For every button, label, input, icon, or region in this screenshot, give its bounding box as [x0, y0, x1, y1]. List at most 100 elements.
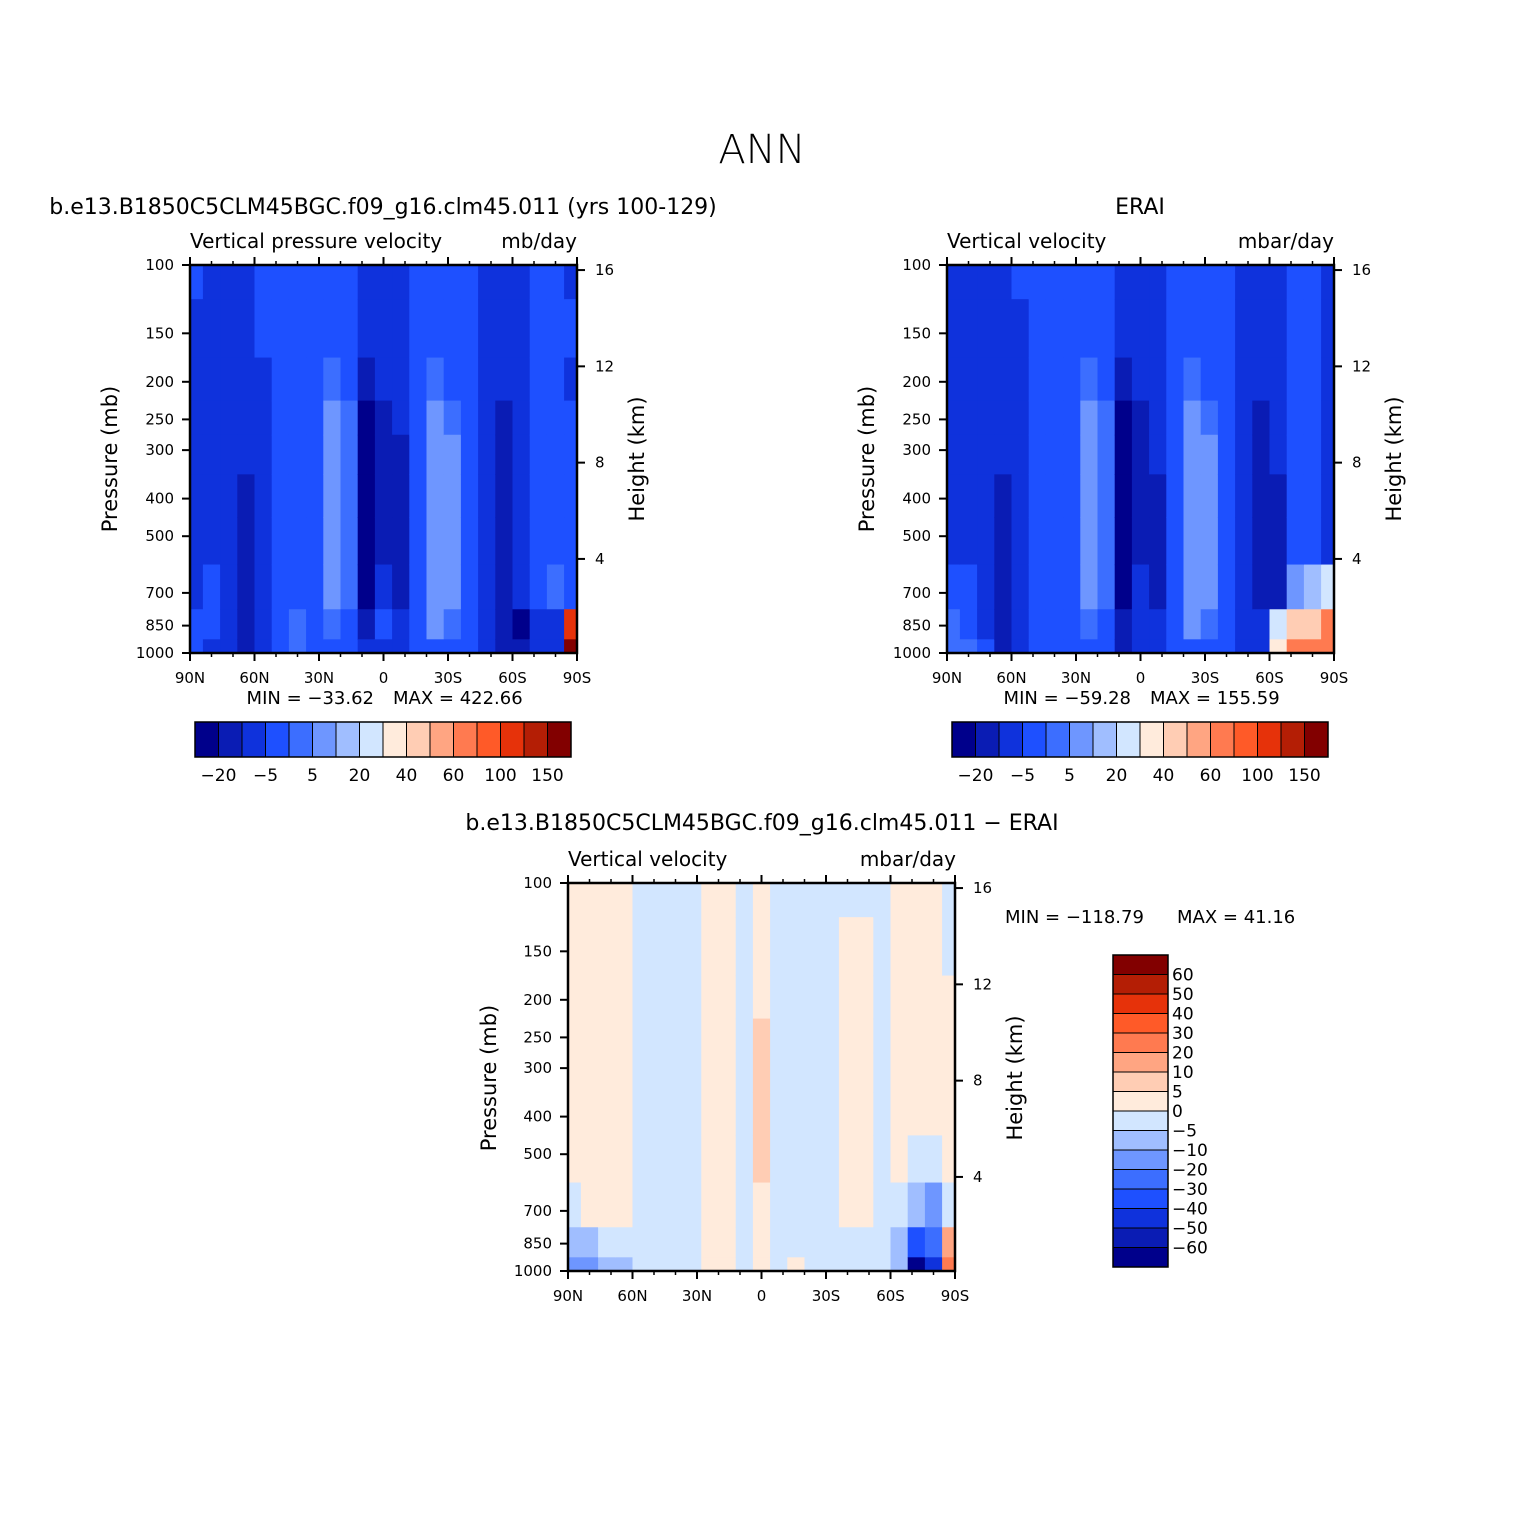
heatmap-cell	[409, 434, 428, 475]
colorbar-swatch	[1210, 721, 1235, 758]
heatmap-cell	[237, 265, 256, 300]
heatmap-cell	[1045, 400, 1064, 436]
heatmap-cell	[752, 975, 771, 1020]
heatmap-cell	[495, 434, 514, 475]
heatmap-cell	[959, 639, 978, 654]
y-tick-label: 150	[145, 324, 174, 342]
heatmap-cell	[1097, 564, 1116, 610]
heatmap-cell	[1045, 517, 1064, 566]
heatmap-cell	[873, 1227, 892, 1258]
heatmap-cell	[271, 265, 290, 300]
heatmap-cell	[735, 1052, 754, 1093]
colorbar-swatch	[1112, 974, 1169, 995]
heatmap-cell	[1028, 434, 1047, 475]
heatmap-cell	[190, 400, 204, 436]
heatmap-cell	[254, 400, 273, 436]
heatmap-cell	[443, 265, 462, 300]
heatmap-cell	[959, 434, 978, 475]
heatmap-cell	[392, 357, 410, 402]
heatmap-cell	[615, 1227, 634, 1258]
heatmap-cell	[890, 1227, 909, 1258]
max-label: MAX = 422.66	[393, 688, 523, 709]
heatmap-cell	[666, 1182, 685, 1228]
heatmap-cell	[568, 1018, 582, 1054]
colorbar-swatch	[1163, 721, 1188, 758]
heatmap-cell	[1011, 299, 1030, 359]
heatmap-cell	[443, 517, 462, 566]
y-tick-label: 250	[902, 410, 931, 428]
heatmap-cell	[568, 1182, 582, 1228]
heatmap-cell	[1166, 265, 1185, 300]
heatmap-cell	[409, 265, 428, 300]
heatmap-cell	[495, 564, 514, 610]
heatmap-cell	[478, 639, 496, 654]
heatmap-cell	[1131, 639, 1150, 654]
heatmap-cell	[994, 434, 1013, 475]
heatmap-cell	[856, 883, 874, 918]
heatmap-cell	[340, 400, 359, 436]
y-tick-label: 850	[145, 617, 174, 635]
heatmap-cell	[1200, 609, 1219, 640]
heatmap-cell	[271, 357, 290, 402]
heatmap-cell	[580, 1257, 599, 1272]
axes: 90N 60N 30N 0 30S 60S 90S 100 150 200 250 300 400 500…	[136, 256, 614, 687]
heatmap-cell	[1303, 400, 1322, 436]
heatmap-cell	[890, 1018, 909, 1054]
heatmap-cell	[546, 474, 565, 518]
heatmap-cell	[237, 517, 256, 566]
heatmap-cell	[718, 1182, 737, 1228]
heatmap-cell	[598, 1227, 616, 1258]
heatmap-cell	[649, 975, 668, 1020]
heatmap-cell	[1303, 639, 1322, 654]
heatmap-cell	[666, 1227, 685, 1258]
heatmap-cell	[1286, 517, 1305, 566]
heatmap-cell	[1269, 517, 1288, 566]
heatmap-cell	[907, 883, 926, 918]
heatmap-cell	[1286, 609, 1305, 640]
heatmap-cell	[752, 1135, 771, 1184]
heatmap-cell	[426, 564, 445, 610]
y-tick-label: 200	[902, 373, 931, 391]
heatmap-cell	[718, 883, 737, 918]
heatmap-cell	[1321, 609, 1335, 640]
heatmap-cell	[1131, 434, 1150, 475]
heatmap-cell	[1303, 299, 1322, 359]
min-label: MIN = −59.28	[1004, 688, 1131, 709]
min-label: MIN = −33.62	[247, 688, 374, 709]
y-tick-label: 300	[523, 1059, 552, 1077]
heatmap-cell	[478, 400, 496, 436]
heatmap-cell	[649, 1052, 668, 1093]
heatmap-cell	[1269, 357, 1288, 402]
colorbar-label: −5	[1010, 766, 1035, 786]
heatmap-cell	[1321, 639, 1335, 654]
y-tick-label: 500	[902, 527, 931, 545]
heatmap-cell	[288, 434, 307, 475]
heatmap-cell	[392, 474, 410, 518]
heatmap-cell	[666, 1092, 685, 1136]
colorbar-label: 100	[484, 766, 516, 786]
heatmap-cell	[632, 1092, 651, 1136]
heatmap-cell	[460, 434, 479, 475]
heatmap-cell	[1269, 564, 1288, 610]
heatmap-cell	[306, 609, 324, 640]
colorbar-label: −40	[1172, 1200, 1208, 1220]
heatmap-cell	[1149, 517, 1167, 566]
heatmap-cell	[1149, 299, 1167, 359]
max-label: MAX = 155.59	[1150, 688, 1280, 709]
heatmap-cell	[735, 1092, 754, 1136]
x-tick-label: 60S	[1255, 669, 1284, 687]
heatmap-cell	[1183, 434, 1202, 475]
heatmap-cell	[1269, 434, 1288, 475]
heatmap-cell	[478, 564, 496, 610]
heatmap-cell	[821, 975, 840, 1020]
heatmap-cell	[580, 1182, 599, 1228]
y-tick-label: 250	[523, 1028, 552, 1046]
heatmap-cell	[1252, 357, 1271, 402]
heatmap-cell	[907, 1257, 926, 1272]
heatmap-cell	[1045, 609, 1064, 640]
right-tick-label: 8	[1352, 454, 1362, 472]
heatmap-cell	[701, 1052, 720, 1093]
heatmap-cell	[735, 1182, 754, 1228]
heatmap-cell	[374, 357, 393, 402]
heatmap-cell	[460, 474, 479, 518]
